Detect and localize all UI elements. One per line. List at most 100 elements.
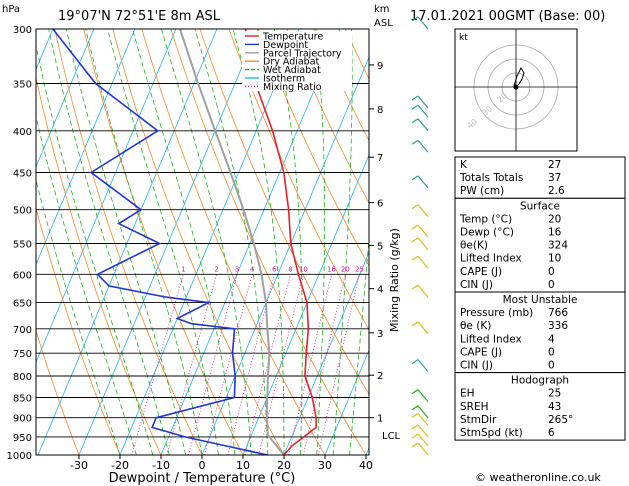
legend-entry: Dewpoint (263, 40, 308, 51)
temperature-tick-label: -10 (152, 459, 170, 472)
wind-barb (417, 118, 429, 132)
section-label: CIN (J) (460, 279, 493, 291)
wind-barb (417, 204, 429, 218)
copyright-label: © weatheronline.co.uk (475, 471, 601, 484)
section-label: SREH (460, 401, 489, 413)
legend-entry: Dry Adiabat (263, 57, 320, 68)
section-value: 336 (548, 320, 568, 332)
wind-barb (411, 321, 419, 327)
stability-tables: K 27 Totals Totals 37 PW (cm) 2.6 Surface Temp … (454, 156, 626, 441)
section-label: Pressure (mb) (460, 307, 533, 319)
wind-barb (417, 405, 429, 419)
pressure-tick-label: 300 (13, 25, 32, 36)
section-value: 0 (548, 360, 555, 372)
section-label: StmSpd (kt) (460, 427, 523, 439)
section-value: 4 (548, 333, 555, 345)
section-label: StmDir (460, 414, 497, 426)
height-tick-label: 5 (377, 241, 383, 252)
wind-barb (411, 224, 419, 230)
wind-barb (411, 118, 419, 124)
section-value: 6 (548, 427, 555, 439)
section-label: Dewp (°C) (460, 227, 514, 239)
indices-label: K (460, 159, 468, 171)
section-value: 20 (548, 213, 561, 225)
mixing-ratio-label: 16 (327, 265, 336, 273)
mixing-ratio-labels: 1 2 3 4 6 8 10 16 20 25 (181, 265, 364, 273)
mixing-ratio-label: 10 (299, 265, 308, 273)
isotherm-line (160, 29, 341, 455)
wind-barb (411, 412, 419, 418)
mixing-ratio-label: 1 (181, 265, 185, 273)
wind-barbs (411, 16, 429, 456)
wind-barb (417, 442, 429, 456)
temperature-tick-label: 10 (236, 459, 250, 472)
isotherm-line (283, 251, 369, 455)
wind-barb (411, 204, 419, 210)
section-value: 10 (548, 253, 561, 265)
pressure-tick-label: 600 (13, 270, 32, 281)
temperature-axis: -30 -20 -10 0 10 20 30 40 (70, 455, 373, 472)
isotherm-line (37, 29, 218, 455)
dry-adiabat-line (36, 76, 162, 455)
dewpoint-line (52, 29, 268, 455)
location-label: 19°07'N 72°51'E 8m ASL (58, 9, 221, 24)
mixing-ratio-label: 25 (355, 265, 364, 273)
section-value: 265° (548, 414, 573, 426)
mixing-ratio-label: 20 (341, 265, 350, 273)
pressure-tick-label: 950 (13, 433, 32, 444)
legend-entry: Mixing Ratio (263, 82, 322, 93)
dry-adiabat-line (36, 329, 80, 455)
wind-barb (417, 389, 429, 403)
height-tick-label: 1 (377, 414, 383, 425)
temperature-tick-label: 40 (359, 459, 373, 472)
wind-barb (417, 424, 429, 438)
section-label: θe(K) (460, 240, 488, 252)
section-value: 43 (548, 401, 561, 413)
wind-barb (411, 95, 419, 101)
wind-barb (411, 359, 419, 365)
isotherm-line (0, 29, 12, 455)
section-value: 0 (548, 346, 555, 358)
wind-barb (417, 104, 429, 118)
indices-value: 37 (548, 172, 561, 184)
wind-barb (411, 389, 419, 395)
temperature-tick-label: 0 (199, 459, 206, 472)
profile-lines (52, 29, 317, 455)
hodograph-table-table (454, 372, 626, 441)
section-value: 16 (548, 227, 562, 239)
mixing-ratio-line (288, 274, 332, 455)
pressure-tick-label: 850 (13, 394, 32, 405)
temperature-tick-label: 30 (318, 459, 332, 472)
section-title: Hodograph (511, 375, 569, 387)
section-value: 324 (548, 240, 568, 252)
wind-barb (417, 321, 429, 335)
section-title: Most Unstable (503, 294, 578, 306)
isotherm-line (242, 153, 369, 455)
indices-value: 2.6 (548, 185, 565, 197)
height-tick-label: 3 (377, 329, 383, 340)
height-tick-label: 7 (377, 153, 383, 164)
pressure-tick-label: 900 (13, 414, 32, 425)
asl-unit-label: ASL (374, 18, 393, 29)
wind-barb (417, 413, 429, 426)
wind-barb (411, 405, 419, 411)
wind-barb (417, 433, 429, 447)
wind-barb (411, 255, 419, 261)
temperature-line (244, 29, 317, 455)
hodograph-trace (513, 66, 525, 89)
wind-barb (417, 224, 429, 238)
wind-barb (417, 237, 429, 251)
mixing-ratio-label: 2 (214, 265, 218, 273)
section-label: EH (460, 388, 475, 400)
height-tick-label: 6 (377, 199, 383, 210)
most-unstable-table (454, 291, 626, 374)
hodograph-unit-label: kt (459, 33, 468, 43)
pressure-tick-label: 800 (13, 372, 32, 383)
pressure-tick-label: 1000 (7, 451, 32, 462)
section-label: Lifted Index (460, 333, 522, 345)
section-label: CAPE (J) (460, 346, 502, 358)
section-label: Lifted Index (460, 253, 522, 265)
section-value: 25 (548, 388, 561, 400)
